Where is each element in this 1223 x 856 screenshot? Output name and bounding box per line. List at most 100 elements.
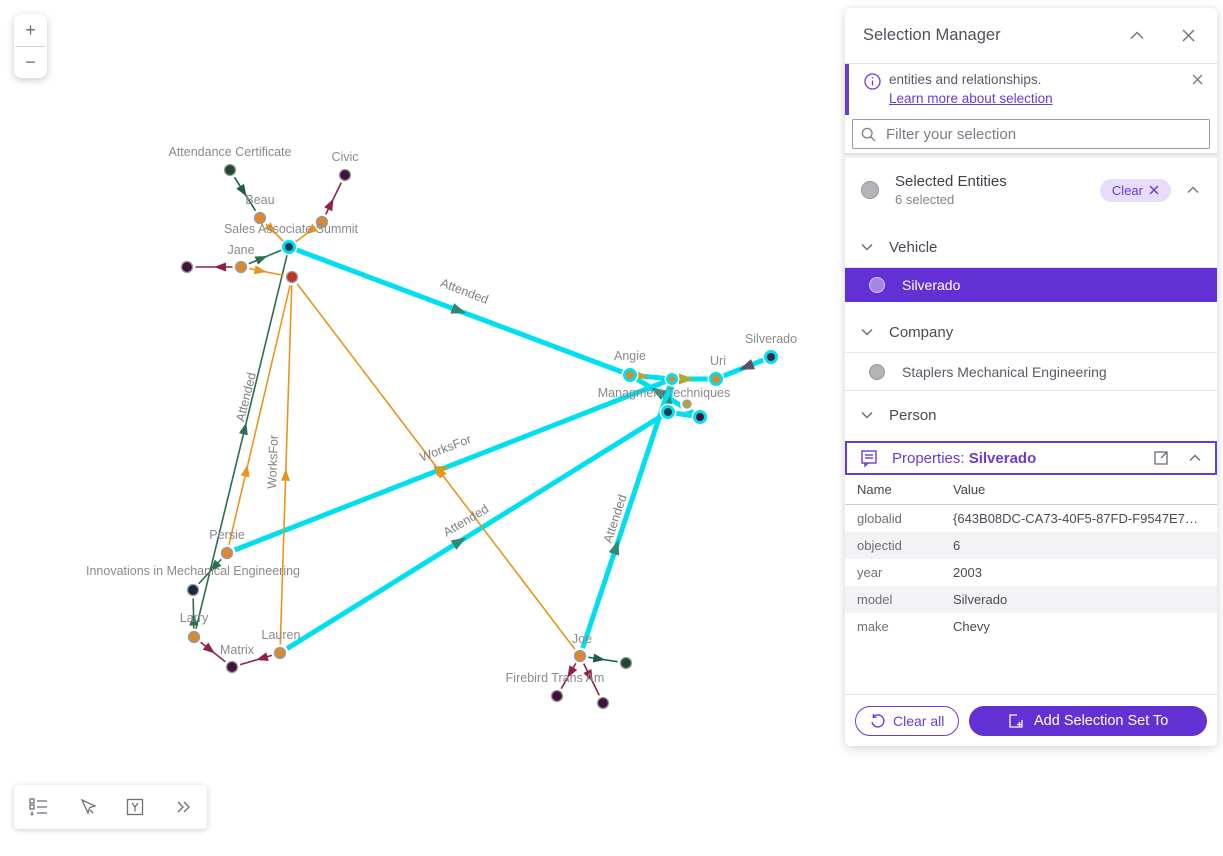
open-properties-button[interactable] — [1149, 446, 1173, 470]
properties-table: Name Value globalid {643B08DC-CA73-40F5-8… — [845, 475, 1217, 640]
zoom-divider — [15, 45, 46, 47]
graph-view[interactable]: Attendance Certificate Civic Beau Sales Ass… — [0, 0, 850, 856]
edge-arrow — [583, 669, 593, 682]
legend-list-button[interactable] — [25, 794, 52, 820]
panel-close-button[interactable] — [1178, 25, 1199, 46]
graph-node[interactable] — [223, 163, 237, 177]
zoom-out-button[interactable]: − — [14, 47, 47, 79]
node-label: Joe — [572, 632, 592, 646]
property-value-cell: Silverado — [953, 592, 1008, 607]
graph-node[interactable] — [187, 630, 201, 644]
group-company-label: Company — [889, 323, 954, 341]
node-label: Managment Techniques — [598, 386, 731, 400]
node-label: Matrix — [220, 643, 255, 657]
graph-node[interactable] — [573, 649, 587, 663]
graph-node[interactable] — [225, 660, 239, 674]
chevron-down-icon — [861, 329, 873, 336]
property-value-cell: 6 — [953, 538, 961, 553]
property-name-cell: globalid — [857, 511, 902, 526]
property-value-cell: {643B08DC-CA73-40F5-87FD-F9547E7F99… — [953, 511, 1217, 526]
group-company[interactable]: Company — [845, 312, 1217, 352]
filter-selection-input[interactable] — [884, 124, 1201, 144]
selected-entities-collapse-button[interactable] — [1183, 182, 1203, 198]
double-chevron-icon — [177, 801, 190, 813]
graph-node[interactable] — [693, 410, 707, 424]
banner-message: entities and relationships. — [889, 72, 1042, 87]
graph-node[interactable] — [315, 215, 329, 229]
graph-edge[interactable] — [577, 376, 675, 659]
banner-close-button[interactable] — [1190, 72, 1205, 87]
graph-node[interactable] — [234, 260, 248, 274]
selected-count: 6 selected — [895, 192, 955, 207]
graph-node[interactable] — [220, 546, 234, 560]
group-vehicle[interactable]: Vehicle — [845, 227, 1217, 267]
graph-node[interactable] — [180, 260, 194, 274]
node-label: Persie — [209, 528, 244, 542]
graph-node[interactable] — [623, 368, 637, 382]
properties-collapse-button[interactable] — [1185, 450, 1205, 466]
filter-search-box — [852, 119, 1210, 149]
column-value: Value — [941, 475, 1217, 505]
graph-node[interactable] — [285, 270, 299, 284]
node-label: Firebird Trans Am — [506, 671, 605, 685]
add-selection-set-button[interactable]: Add Selection Set To — [969, 705, 1207, 736]
toolbar-expand-button[interactable] — [170, 796, 196, 818]
panel-title: Selection Manager — [863, 26, 1001, 44]
edge-arrow — [214, 262, 226, 272]
edge-arrow — [189, 613, 199, 626]
graph-edge[interactable] — [277, 409, 671, 656]
clear-chip[interactable]: Clear — [1099, 178, 1171, 202]
graph-node[interactable] — [253, 211, 267, 225]
graph-node[interactable] — [764, 350, 778, 364]
entity-row-silverado[interactable]: Silverado — [845, 268, 1217, 302]
panel-collapse-button[interactable] — [1126, 27, 1148, 44]
node-label: Silverado — [745, 332, 797, 346]
bottom-toolbar — [14, 785, 207, 829]
close-icon — [1192, 74, 1203, 85]
property-value-cell: 2003 — [953, 565, 982, 580]
graph-canvas[interactable]: Attendance Certificate Civic Beau Sales Ass… — [0, 0, 850, 856]
edge-arrow — [240, 464, 250, 478]
edge-arrow — [651, 387, 667, 401]
chevron-up-icon — [1130, 31, 1144, 40]
node-label: Angie — [614, 349, 646, 363]
pointer-select-button[interactable] — [74, 794, 100, 820]
graph-node[interactable] — [709, 372, 723, 386]
table-row: make Chevy — [845, 613, 1217, 640]
add-selection-icon — [1009, 713, 1023, 728]
edge-arrow — [305, 223, 318, 235]
edge-arrow — [739, 359, 756, 370]
edge-arrow — [202, 642, 215, 654]
graph-node[interactable] — [186, 583, 200, 597]
graph-node[interactable] — [661, 405, 675, 419]
edge-arrow — [264, 222, 276, 234]
graph-select-button[interactable] — [122, 794, 148, 820]
entity-row-staplers[interactable]: Staplers Mechanical Engineering — [845, 353, 1217, 390]
graph-node[interactable] — [338, 168, 352, 182]
zoom-in-button[interactable]: + — [14, 14, 47, 46]
graph-node[interactable] — [282, 240, 296, 254]
properties-header: Properties: Silverado — [845, 441, 1217, 475]
node-label: Lauren — [262, 628, 301, 642]
graph-node[interactable] — [619, 656, 633, 670]
learn-more-link[interactable]: Learn more about selection — [889, 91, 1053, 106]
clear-all-button[interactable]: Clear all — [855, 705, 960, 736]
property-name-cell: make — [857, 619, 889, 634]
node-label: Attendance Certificate — [169, 145, 292, 159]
clear-all-label: Clear all — [893, 712, 945, 729]
reset-icon — [871, 713, 885, 728]
group-person[interactable]: Person — [845, 395, 1217, 435]
graph-edge[interactable] — [226, 276, 293, 554]
column-name: Name — [845, 475, 941, 505]
graph-node[interactable] — [550, 689, 564, 703]
graph-node[interactable] — [682, 399, 692, 409]
graph-node[interactable] — [596, 696, 610, 710]
zoom-controls: + − — [14, 14, 47, 78]
graph-node[interactable] — [273, 646, 287, 660]
table-row: year 2003 — [845, 559, 1217, 586]
graph-select-icon — [126, 798, 144, 816]
info-icon — [864, 73, 881, 93]
graph-node[interactable] — [666, 373, 678, 385]
chevron-down-icon — [861, 244, 873, 251]
graph-edge[interactable] — [279, 276, 293, 654]
